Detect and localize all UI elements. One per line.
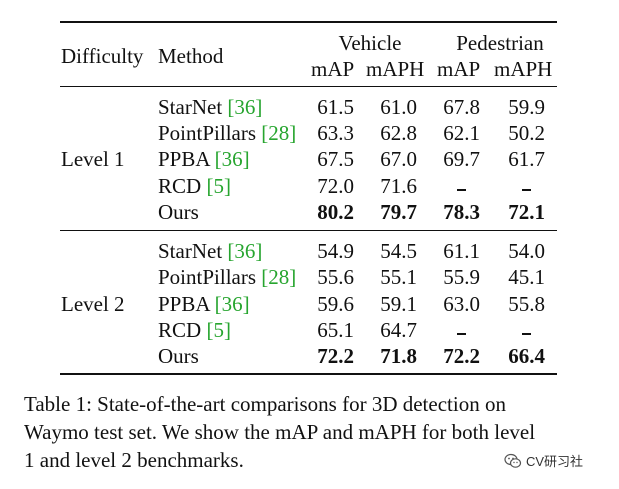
value-cell: 64.7 bbox=[380, 318, 417, 342]
header-method: Method bbox=[158, 44, 224, 68]
table-caption: Table 1: State-of-the-art comparisons fo… bbox=[24, 390, 604, 474]
header-pedestrian: Pedestrian bbox=[456, 31, 544, 55]
method-cell: StarNet [36] bbox=[158, 239, 263, 263]
watermark: CV研习社 bbox=[504, 451, 583, 470]
value-cell: 63.0 bbox=[443, 292, 480, 316]
value-cell: 50.2 bbox=[508, 121, 545, 145]
value-cell: 63.3 bbox=[317, 121, 354, 145]
value-cell: 62.8 bbox=[380, 121, 417, 145]
header-vehicle-map: mAP bbox=[311, 57, 355, 81]
header-pedestrian-maph: mAPH bbox=[494, 57, 553, 81]
value-cell: 54.9 bbox=[317, 239, 354, 263]
value-cell: 67.5 bbox=[317, 147, 354, 171]
value-cell: 55.9 bbox=[443, 265, 480, 289]
method-cell: RCD [5] bbox=[158, 174, 231, 198]
value-cell: 71.6 bbox=[380, 174, 417, 198]
empty-value-dash bbox=[457, 189, 466, 191]
watermark-text: CV研习社 bbox=[526, 454, 584, 469]
value-cell: 79.7 bbox=[380, 200, 417, 224]
value-cell: 72.1 bbox=[508, 200, 545, 224]
value-cell: 61.5 bbox=[317, 95, 354, 119]
header-vehicle: Vehicle bbox=[338, 31, 402, 55]
method-cell: Ours bbox=[158, 200, 199, 224]
value-cell: 59.1 bbox=[380, 292, 417, 316]
value-cell: 61.0 bbox=[380, 95, 417, 119]
method-cell: Ours bbox=[158, 344, 199, 368]
method-cell: PPBA [36] bbox=[158, 292, 250, 316]
value-cell: 69.7 bbox=[443, 147, 480, 171]
empty-value-dash bbox=[522, 333, 531, 335]
table-group-rule bbox=[60, 230, 557, 231]
value-cell: 54.5 bbox=[380, 239, 417, 263]
value-cell: 67.0 bbox=[380, 147, 417, 171]
value-cell: 78.3 bbox=[443, 200, 480, 224]
value-cell: 55.1 bbox=[380, 265, 417, 289]
value-cell: 66.4 bbox=[508, 344, 545, 368]
value-cell: 45.1 bbox=[508, 265, 545, 289]
value-cell: 62.1 bbox=[443, 121, 480, 145]
value-cell: 55.6 bbox=[317, 265, 354, 289]
value-cell: 80.2 bbox=[317, 200, 354, 224]
header-vehicle-maph: mAPH bbox=[366, 57, 425, 81]
value-cell: 59.6 bbox=[317, 292, 354, 316]
value-cell: 72.2 bbox=[443, 344, 480, 368]
value-cell: 54.0 bbox=[508, 239, 545, 263]
header-difficulty: Difficulty bbox=[61, 44, 144, 68]
value-cell: 59.9 bbox=[508, 95, 545, 119]
value-cell: 71.8 bbox=[380, 344, 417, 368]
method-cell: RCD [5] bbox=[158, 318, 231, 342]
method-cell: StarNet [36] bbox=[158, 95, 263, 119]
wechat-icon bbox=[504, 452, 522, 470]
table-bottom-rule bbox=[60, 373, 557, 375]
value-cell: 61.7 bbox=[508, 147, 545, 171]
caption-line: Waymo test set. We show the mAP and mAPH… bbox=[24, 420, 536, 444]
value-cell: 72.0 bbox=[317, 174, 354, 198]
empty-value-dash bbox=[457, 333, 466, 335]
value-cell: 61.1 bbox=[443, 239, 480, 263]
group-label-level-2: Level 2 bbox=[61, 292, 125, 316]
value-cell: 72.2 bbox=[317, 344, 354, 368]
header-pedestrian-map: mAP bbox=[437, 57, 481, 81]
table-top-rule bbox=[60, 21, 557, 23]
method-cell: PPBA [36] bbox=[158, 147, 250, 171]
value-cell: 65.1 bbox=[317, 318, 354, 342]
empty-value-dash bbox=[522, 189, 531, 191]
value-cell: 55.8 bbox=[508, 292, 545, 316]
group-label-level-1: Level 1 bbox=[61, 147, 125, 171]
method-cell: PointPillars [28] bbox=[158, 265, 297, 289]
caption-line: Table 1: State-of-the-art comparisons fo… bbox=[24, 392, 506, 416]
caption-line: 1 and level 2 benchmarks. bbox=[24, 448, 244, 472]
method-cell: PointPillars [28] bbox=[158, 121, 297, 145]
table-header-rule bbox=[60, 86, 557, 87]
value-cell: 67.8 bbox=[443, 95, 480, 119]
